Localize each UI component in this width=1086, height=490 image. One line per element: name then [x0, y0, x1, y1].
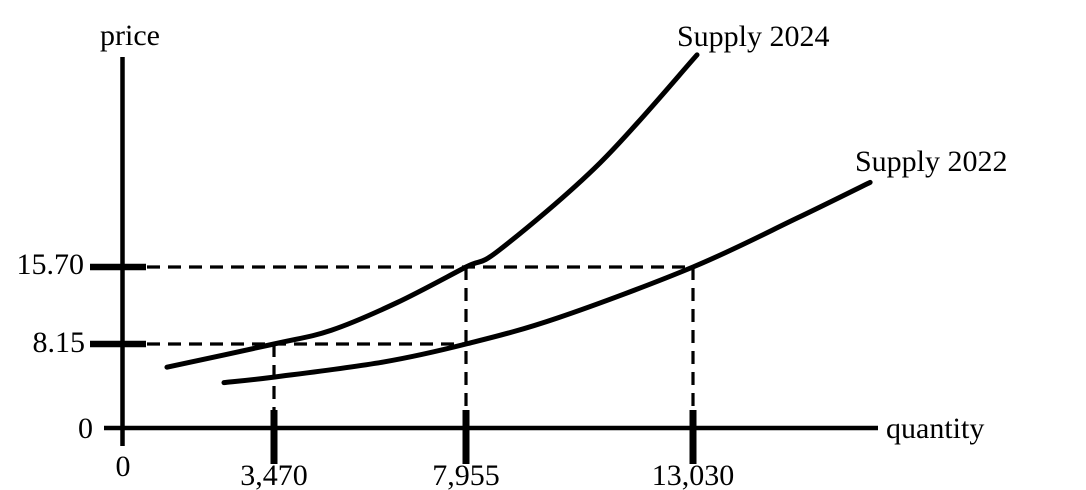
series-label-supply-2024: Supply 2024 [677, 20, 830, 53]
series-label-supply-2022: Supply 2022 [855, 145, 1008, 178]
x-tick-label-zero: 0 [115, 450, 131, 483]
x-tick-label-7955: 7,955 [432, 459, 500, 490]
x-tick-label-13030: 13,030 [651, 459, 735, 490]
y-tick-label-15-70: 15.70 [16, 248, 85, 281]
y-tick-label-zero: 0 [78, 412, 93, 445]
x-axis-title: quantity [886, 412, 985, 445]
y-axis-title: price [100, 19, 160, 52]
x-tick-label-3470: 3,470 [240, 459, 308, 490]
y-tick-label-8-15: 8.15 [32, 326, 86, 359]
curve-supply-2024 [164, 52, 700, 370]
curve-supply-2022 [221, 179, 873, 386]
